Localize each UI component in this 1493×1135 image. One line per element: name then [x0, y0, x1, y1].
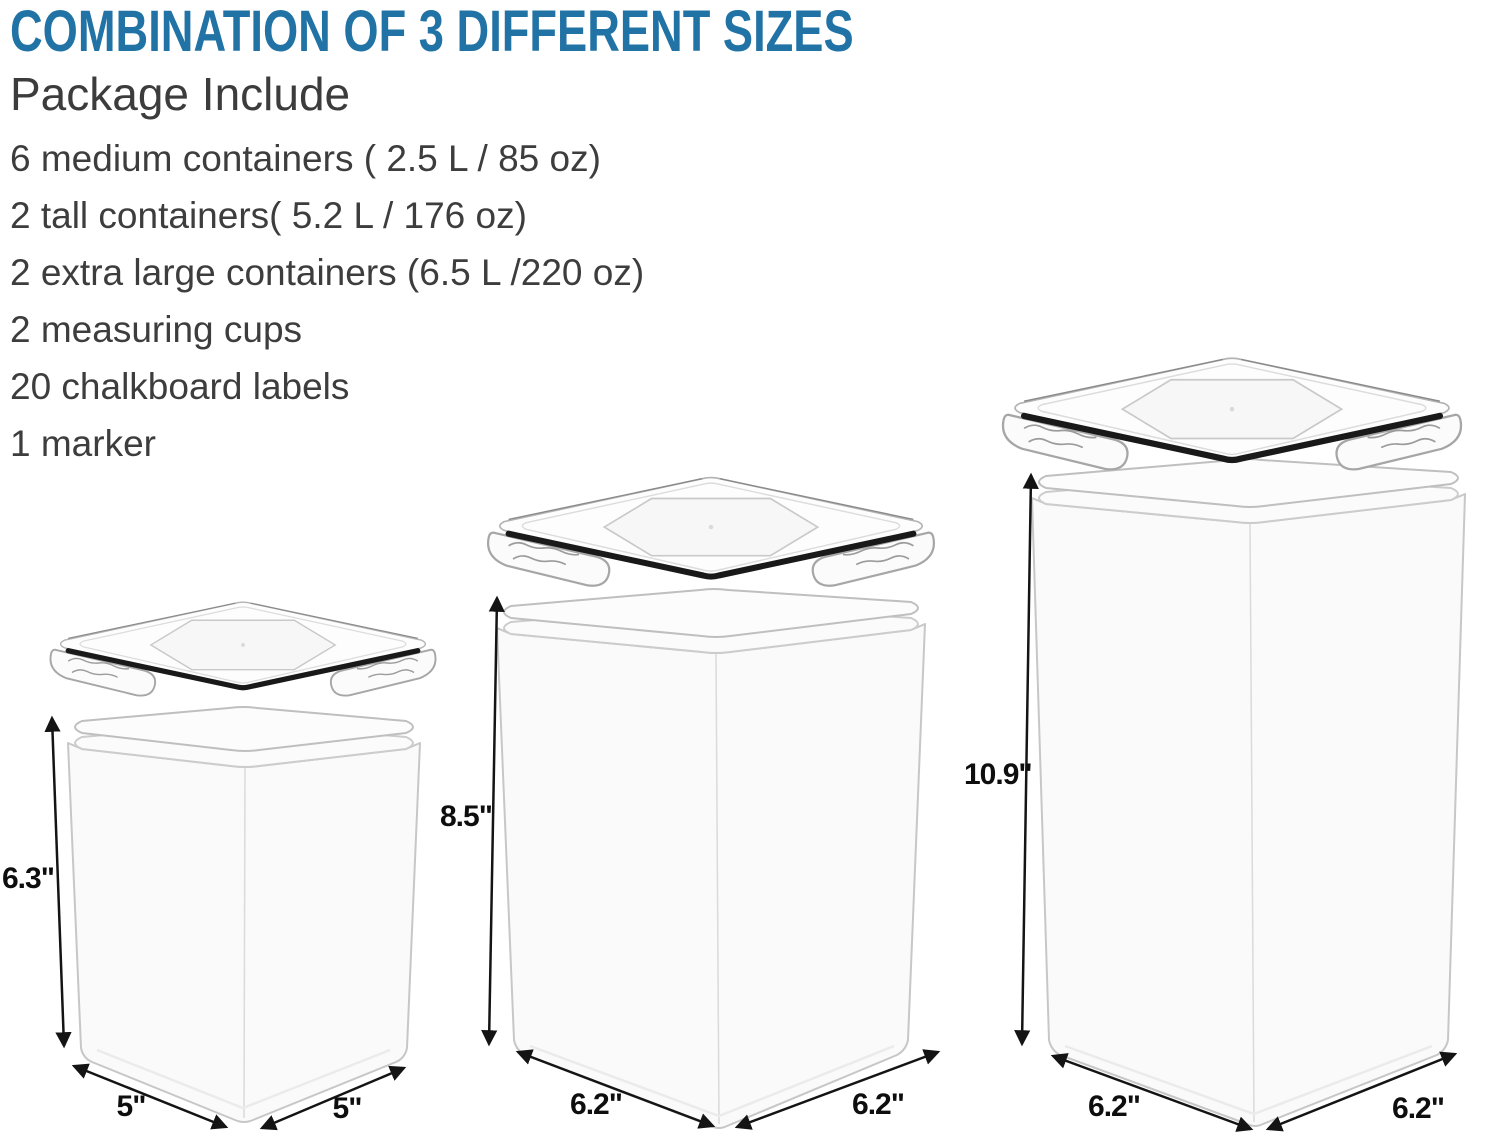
height-dimension-arrow — [44, 715, 72, 1049]
base-right-dimension-label-extra-large: 6.2" — [1392, 1092, 1445, 1125]
container-lid — [488, 478, 934, 586]
base-dimension-arrows — [71, 1063, 407, 1131]
height-dimension-arrow — [481, 595, 505, 1047]
package-list-item: 2 measuring cups — [10, 308, 303, 350]
tall-container-illustration — [481, 478, 941, 1130]
base-dimension-arrows — [515, 1049, 941, 1130]
base-right-dimension-label-tall: 6.2" — [852, 1088, 905, 1121]
page-title: COMBINATION OF 3 DIFFERENT SIZES — [10, 0, 854, 64]
package-list-item: 6 medium containers ( 2.5 L / 85 oz) — [10, 137, 601, 179]
header-copy: COMBINATION OF 3 DIFFERENT SIZES Package… — [10, 2, 1092, 472]
package-list-item: 2 extra large containers (6.5 L /220 oz) — [10, 251, 645, 293]
base-right-dimension-label-medium: 5" — [332, 1092, 363, 1125]
height-dimension-label-tall: 8.5" — [440, 800, 493, 833]
height-dimension-arrow — [1014, 472, 1039, 1047]
package-list: 6 medium containers ( 2.5 L / 85 oz) 2 t… — [10, 130, 1092, 472]
extra-large-container-illustration — [1003, 358, 1466, 1132]
base-left-dimension-label-tall: 6.2" — [570, 1088, 623, 1121]
container-lid — [50, 602, 435, 695]
package-include-label: Package Include — [10, 68, 351, 121]
base-dimension-arrows — [1050, 1051, 1458, 1132]
medium-container-illustration — [44, 602, 435, 1131]
height-dimension-label-extra-large: 10.9" — [964, 758, 1033, 791]
package-list-item: 20 chalkboard labels — [10, 365, 350, 407]
package-list-item: 2 tall containers( 5.2 L / 176 oz) — [10, 194, 527, 236]
height-dimension-label-medium: 6.3" — [2, 862, 55, 895]
package-list-item: 1 marker — [10, 422, 156, 464]
container-body — [1031, 458, 1466, 1127]
base-left-dimension-label-medium: 5" — [116, 1090, 147, 1123]
base-left-dimension-label-extra-large: 6.2" — [1088, 1090, 1141, 1123]
container-body — [67, 706, 421, 1123]
container-body — [496, 588, 926, 1129]
